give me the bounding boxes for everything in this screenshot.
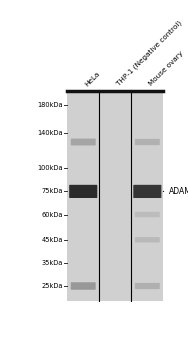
Bar [131,91,163,301]
Text: 75kDa: 75kDa [41,188,63,194]
Text: 60kDa: 60kDa [41,211,63,218]
Text: ADAMTS5: ADAMTS5 [163,187,188,196]
Text: Mouse ovary: Mouse ovary [147,50,184,87]
Text: 100kDa: 100kDa [37,165,63,171]
FancyBboxPatch shape [135,139,160,145]
FancyBboxPatch shape [135,237,160,243]
Text: 140kDa: 140kDa [37,130,63,135]
FancyBboxPatch shape [69,185,97,198]
Text: HeLa: HeLa [83,70,100,87]
Bar [99,91,131,301]
Bar [67,91,99,301]
FancyBboxPatch shape [71,139,96,146]
Text: THP-1 (Negative control): THP-1 (Negative control) [115,20,183,87]
FancyBboxPatch shape [133,185,161,198]
Text: 25kDa: 25kDa [41,283,63,289]
Text: 45kDa: 45kDa [41,237,63,243]
FancyBboxPatch shape [71,282,96,290]
FancyBboxPatch shape [135,212,160,217]
FancyBboxPatch shape [135,283,160,289]
Text: 180kDa: 180kDa [37,102,63,108]
Text: 35kDa: 35kDa [42,260,63,266]
